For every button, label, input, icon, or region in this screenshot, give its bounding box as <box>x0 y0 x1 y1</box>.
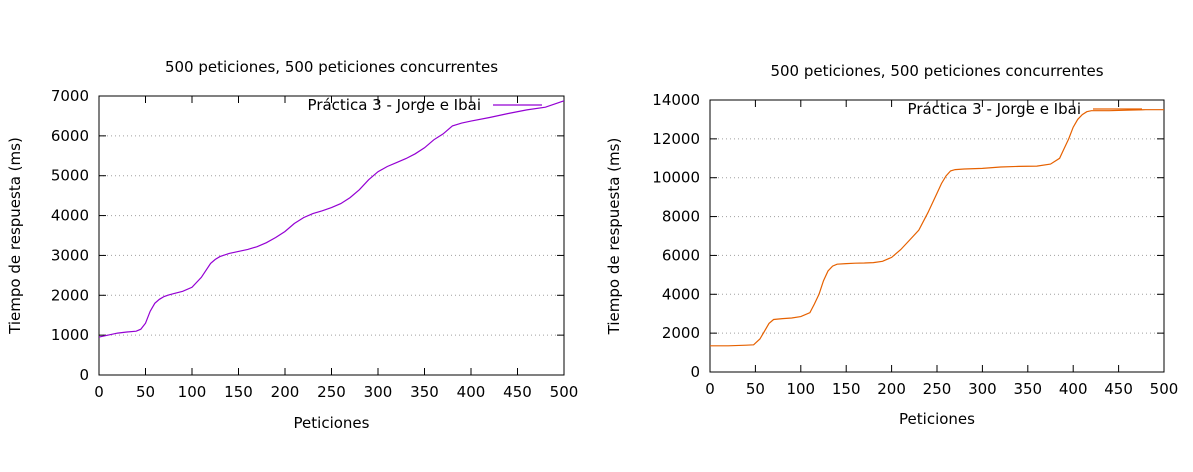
legend-label: Práctica 3 - Jorge e Ibai <box>908 100 1081 118</box>
x-tick-label: 250 <box>317 383 346 401</box>
y-tick-label: 7000 <box>51 87 89 105</box>
legend-label: Práctica 3 - Jorge e Ibai <box>308 96 481 114</box>
x-tick-label: 300 <box>968 380 997 398</box>
chart-title: 500 peticiones, 500 peticiones concurren… <box>165 58 498 76</box>
x-tick-label: 150 <box>224 383 253 401</box>
x-tick-label: 100 <box>178 383 207 401</box>
x-axis-label: Peticiones <box>899 410 975 428</box>
y-axis-label: Tiempo de respuesta (ms) <box>6 137 24 335</box>
y-tick-label: 5000 <box>51 167 89 185</box>
y-axis-label: Tiempo de respuesta (ms) <box>605 138 623 336</box>
y-tick-label: 6000 <box>51 127 89 145</box>
y-tick-label: 12000 <box>652 130 700 148</box>
x-tick-label: 0 <box>94 383 104 401</box>
series-line <box>710 109 1164 347</box>
y-tick-label: 0 <box>79 366 89 384</box>
x-tick-label: 350 <box>1013 380 1042 398</box>
x-tick-label: 200 <box>271 383 300 401</box>
x-axis-label: Peticiones <box>294 414 370 432</box>
y-tick-label: 2000 <box>51 286 89 304</box>
y-tick-label: 1000 <box>51 326 89 344</box>
y-tick-label: 14000 <box>652 91 700 109</box>
x-tick-label: 350 <box>410 383 439 401</box>
chart-title: 500 peticiones, 500 peticiones concurren… <box>770 62 1103 80</box>
x-tick-label: 50 <box>746 380 765 398</box>
chart-2: 500 peticiones, 500 peticiones concurren… <box>605 62 1178 428</box>
x-tick-label: 50 <box>136 383 155 401</box>
plot-frame <box>98 95 565 376</box>
x-tick-label: 300 <box>364 383 393 401</box>
x-tick-label: 500 <box>550 383 579 401</box>
x-tick-label: 500 <box>1150 380 1179 398</box>
y-tick-label: 4000 <box>662 285 700 303</box>
y-tick-label: 10000 <box>652 169 700 187</box>
x-tick-label: 450 <box>503 383 532 401</box>
x-tick-label: 400 <box>1059 380 1088 398</box>
plot-frame <box>709 99 1165 373</box>
y-tick-label: 6000 <box>662 246 700 264</box>
x-tick-label: 150 <box>832 380 861 398</box>
y-tick-label: 3000 <box>51 246 89 264</box>
y-tick-label: 4000 <box>51 207 89 225</box>
y-tick-label: 2000 <box>662 324 700 342</box>
chart-1: 500 peticiones, 500 peticiones concurren… <box>6 58 578 432</box>
series-line <box>98 100 565 338</box>
x-tick-label: 0 <box>705 380 715 398</box>
x-tick-label: 250 <box>923 380 952 398</box>
x-tick-label: 450 <box>1104 380 1133 398</box>
x-tick-label: 400 <box>457 383 486 401</box>
y-tick-label: 0 <box>690 363 700 381</box>
y-tick-label: 8000 <box>662 208 700 226</box>
x-tick-label: 200 <box>877 380 906 398</box>
x-tick-label: 100 <box>786 380 815 398</box>
